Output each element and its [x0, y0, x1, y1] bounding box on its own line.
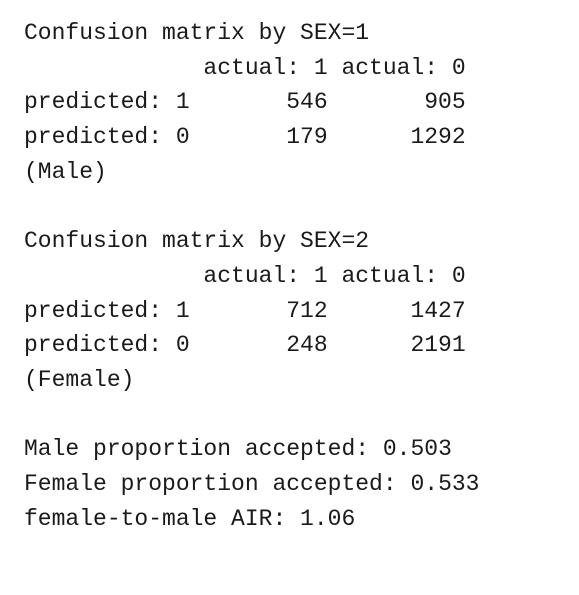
- text-line: (Female): [24, 363, 479, 398]
- summary-line: Male proportion accepted: 0.503: [24, 436, 452, 463]
- row-label: predicted: 0: [24, 124, 190, 151]
- column-header: actual: 0: [341, 54, 466, 81]
- cell-value: 248: [286, 332, 328, 359]
- row-label: predicted: 1: [24, 89, 190, 116]
- text-line: actual: 1 actual: 0: [24, 51, 479, 86]
- text-line: (Male): [24, 155, 479, 190]
- cell-value: 179: [286, 124, 328, 151]
- text-line: actual: 1 actual: 0: [24, 259, 479, 294]
- row-label: predicted: 0: [24, 332, 190, 359]
- summary-line: Female proportion accepted: 0.533: [24, 470, 480, 497]
- matrix-note: (Male): [24, 158, 107, 185]
- text-line: [24, 398, 479, 433]
- cell-value: 1292: [410, 124, 466, 151]
- summary-line: female-to-male AIR: 1.06: [24, 505, 356, 532]
- column-header: actual: 1: [203, 54, 328, 81]
- text-line: predicted: 0 248 2191: [24, 328, 479, 363]
- text-line: predicted: 1 712 1427: [24, 294, 479, 329]
- text-line: Male proportion accepted: 0.503: [24, 432, 479, 467]
- text-line: Female proportion accepted: 0.533: [24, 467, 479, 502]
- text-line: predicted: 1 546 905: [24, 85, 479, 120]
- text-output: Confusion matrix by SEX=1 actual: 1 actual…: [24, 16, 479, 536]
- cell-value: 905: [424, 89, 466, 116]
- cell-value: 1427: [410, 297, 466, 324]
- matrix-title: Confusion matrix by SEX=2: [24, 228, 370, 255]
- cell-value: 712: [286, 297, 328, 324]
- text-line: predicted: 0 179 1292: [24, 120, 479, 155]
- text-line: Confusion matrix by SEX=1: [24, 16, 479, 51]
- text-line: Confusion matrix by SEX=2: [24, 224, 479, 259]
- row-label: predicted: 1: [24, 297, 190, 324]
- cell-value: 2191: [410, 332, 466, 359]
- matrix-title: Confusion matrix by SEX=1: [24, 20, 370, 46]
- text-line: [24, 189, 479, 224]
- column-header: actual: 0: [341, 262, 466, 289]
- text-line: female-to-male AIR: 1.06: [24, 502, 479, 537]
- matrix-note: (Female): [24, 366, 135, 393]
- cell-value: 546: [286, 89, 328, 116]
- column-header: actual: 1: [203, 262, 328, 289]
